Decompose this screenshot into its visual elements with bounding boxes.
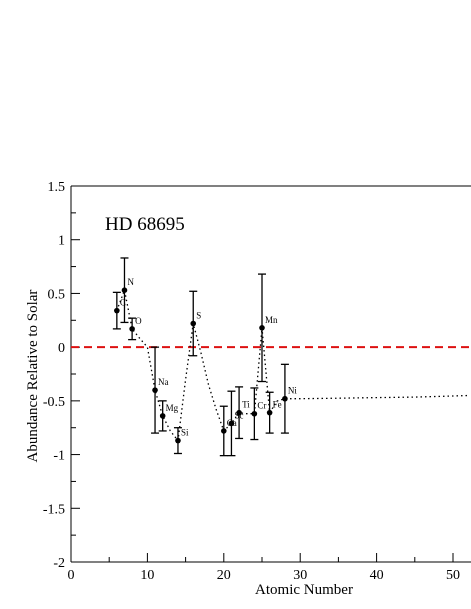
data-point <box>236 409 242 416</box>
model-curve-layer <box>116 287 469 443</box>
data-point <box>159 413 166 419</box>
axes: 1.510.50-0.5-1-1.5-20 10 20 30 40 50 <box>43 180 471 583</box>
star-name-annotation: HD 68695 <box>105 214 185 235</box>
model-curve <box>116 287 469 443</box>
element-label: Si <box>181 428 189 438</box>
element-label: S <box>196 311 201 321</box>
x-tick-label: 0 <box>68 568 75 583</box>
element-label: Mg <box>166 403 179 413</box>
element-label: Ti <box>242 400 250 410</box>
data-point <box>251 410 258 417</box>
y-tick-label: 1 <box>58 234 65 249</box>
element-label: O <box>135 316 142 326</box>
data-point <box>266 409 273 416</box>
data-point <box>114 307 120 314</box>
data-point <box>282 395 288 402</box>
x-axis-label: Atomic Number <box>255 582 353 598</box>
x-tick-label: 50 <box>446 568 460 583</box>
data-points-layer: CNONaMgSiSCaScTiCrMnFeNi <box>112 257 297 457</box>
data-point <box>190 320 197 327</box>
data-point <box>175 437 181 444</box>
y-tick-label: -1.5 <box>43 502 65 517</box>
x-tick-label: 10 <box>140 568 154 583</box>
y-axis-label: Abundance Relative to Solar <box>25 290 41 463</box>
x-tick-label: 30 <box>293 568 307 583</box>
data-point <box>259 325 265 331</box>
x-tick-label: 40 <box>370 568 384 583</box>
data-point <box>121 287 128 294</box>
data-point <box>152 387 158 393</box>
element-label: N <box>127 277 134 287</box>
data-point <box>221 428 227 434</box>
element-label: C <box>120 298 126 308</box>
x-tick-label: 20 <box>217 568 231 583</box>
y-tick-label: -2 <box>53 556 65 571</box>
y-tick-label: -0.5 <box>43 395 65 410</box>
element-label: Cr <box>257 401 266 411</box>
y-tick-label: 1.5 <box>48 180 66 195</box>
y-tick-label: -1 <box>53 449 65 464</box>
element-label: Mn <box>265 315 278 325</box>
element-label: Na <box>158 377 169 387</box>
y-tick-label: 0.5 <box>48 287 66 302</box>
element-label: Fe <box>273 400 282 410</box>
data-point <box>129 326 135 332</box>
element-label: Ni <box>288 386 297 396</box>
y-tick-label: 0 <box>58 341 65 356</box>
data-point <box>228 420 235 427</box>
